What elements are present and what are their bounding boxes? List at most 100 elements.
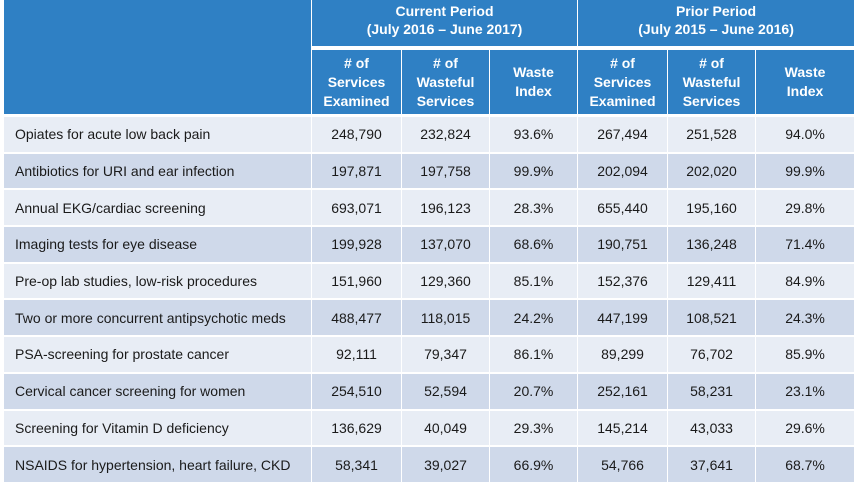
current-wasteful-services-cell: 137,070 xyxy=(402,225,490,262)
column-header-row: # of Services Examined # of Wasteful Services… xyxy=(4,48,855,114)
prior-wasteful-services-cell: 58,231 xyxy=(668,371,757,409)
current-wasteful-services-cell: 129,360 xyxy=(402,261,490,299)
prior-period-range: (July 2015 – June 2016) xyxy=(638,21,794,37)
column-header-line: # of xyxy=(610,54,635,71)
table-row: Antibiotics for URI and ear infection 197… xyxy=(4,151,855,189)
prior-wasteful-services-cell: 251,528 xyxy=(668,114,757,152)
prior-waste-index-cell: 29.8% xyxy=(756,188,855,226)
current-wasteful-services-cell: 79,347 xyxy=(402,335,490,372)
current-waste-index-cell: 93.6% xyxy=(490,114,579,152)
column-header-line: # of xyxy=(699,54,724,71)
current-services-examined-header: # of Services Examined xyxy=(312,48,402,114)
current-wasteful-services-header: # of Wasteful Services xyxy=(402,48,490,114)
column-header-line: Services xyxy=(682,92,741,109)
prior-services-examined-cell: 152,376 xyxy=(578,261,669,299)
prior-waste-index-cell: 68.7% xyxy=(756,445,855,482)
prior-services-examined-header: # of Services Examined xyxy=(578,48,669,114)
prior-period-header: Prior Period (July 2015 – June 2016) xyxy=(578,0,855,48)
prior-waste-index-header: Waste Index xyxy=(756,48,855,114)
current-waste-index-cell: 86.1% xyxy=(490,335,579,372)
prior-wasteful-services-cell: 129,411 xyxy=(668,261,757,299)
current-wasteful-services-cell: 40,049 xyxy=(402,408,490,446)
table-row: Annual EKG/cardiac screening 693,071 196,1… xyxy=(4,188,855,226)
column-header-line: Wasteful xyxy=(682,73,741,90)
prior-wasteful-services-cell: 202,020 xyxy=(668,151,757,189)
current-waste-index-cell: 20.7% xyxy=(490,371,579,409)
current-waste-index-cell: 99.9% xyxy=(490,151,579,189)
service-name-cell: Annual EKG/cardiac screening xyxy=(4,188,312,226)
current-period-range: (July 2016 – June 2017) xyxy=(366,21,523,37)
table-row: Opiates for acute low back pain 248,790 23… xyxy=(4,114,855,152)
column-header-line: Services xyxy=(593,73,652,90)
prior-waste-index-cell: 84.9% xyxy=(756,261,855,299)
service-name-cell: Two or more concurrent antipsychotic med… xyxy=(4,298,312,336)
table-row: Cervical cancer screening for women 254,5… xyxy=(4,371,855,409)
prior-waste-index-cell: 71.4% xyxy=(756,225,855,262)
current-waste-index-header: Waste Index xyxy=(490,48,579,114)
prior-services-examined-cell: 190,751 xyxy=(578,225,669,262)
column-header-line: Index xyxy=(786,83,824,99)
table-row: Pre-op lab studies, low-risk procedures 1… xyxy=(4,261,855,299)
column-header-line: Index xyxy=(515,83,552,99)
current-services-examined-cell: 136,629 xyxy=(312,408,402,446)
service-name-cell: Cervical cancer screening for women xyxy=(4,371,312,409)
current-wasteful-services-cell: 39,027 xyxy=(402,445,490,482)
prior-services-examined-cell: 267,494 xyxy=(578,114,669,152)
prior-services-examined-cell: 89,299 xyxy=(578,335,669,372)
current-period-title: Current Period xyxy=(395,3,494,19)
prior-services-examined-cell: 655,440 xyxy=(578,188,669,226)
prior-waste-index-cell: 94.0% xyxy=(756,114,855,152)
table-header: Current Period (July 2016 – June 2017) P… xyxy=(4,0,855,114)
prior-wasteful-services-cell: 108,521 xyxy=(668,298,757,336)
table-body: Opiates for acute low back pain 248,790 23… xyxy=(4,114,855,482)
current-wasteful-services-cell: 118,015 xyxy=(402,298,490,336)
service-name-cell: Opiates for acute low back pain xyxy=(4,114,312,152)
waste-index-table: Current Period (July 2016 – June 2017) P… xyxy=(4,0,855,482)
prior-waste-index-cell: 85.9% xyxy=(756,335,855,372)
current-wasteful-services-cell: 197,758 xyxy=(402,151,490,189)
current-waste-index-cell: 24.2% xyxy=(490,298,579,336)
current-waste-index-cell: 28.3% xyxy=(490,188,579,226)
prior-wasteful-services-cell: 76,702 xyxy=(668,335,757,372)
column-header-line: # of xyxy=(344,54,369,71)
service-name-cell: Screening for Vitamin D deficiency xyxy=(4,408,312,446)
current-services-examined-cell: 254,510 xyxy=(312,371,402,409)
table-row: NSAIDS for hypertension, heart failure, … xyxy=(4,445,855,482)
service-name-cell: Imaging tests for eye disease xyxy=(4,225,312,262)
current-wasteful-services-cell: 52,594 xyxy=(402,371,490,409)
current-services-examined-cell: 92,111 xyxy=(312,335,402,372)
prior-services-examined-cell: 447,199 xyxy=(578,298,669,336)
column-header-line: Examined xyxy=(589,92,656,109)
current-waste-index-cell: 66.9% xyxy=(490,445,579,482)
prior-wasteful-services-cell: 37,641 xyxy=(668,445,757,482)
column-header-line: Services xyxy=(327,73,386,90)
current-services-examined-cell: 151,960 xyxy=(312,261,402,299)
prior-services-examined-cell: 54,766 xyxy=(578,445,669,482)
prior-waste-index-cell: 24.3% xyxy=(756,298,855,336)
current-services-examined-cell: 197,871 xyxy=(312,151,402,189)
current-wasteful-services-cell: 232,824 xyxy=(402,114,490,152)
current-services-examined-cell: 199,928 xyxy=(312,225,402,262)
prior-wasteful-services-cell: 136,248 xyxy=(668,225,757,262)
current-services-examined-cell: 58,341 xyxy=(312,445,402,482)
current-wasteful-services-cell: 196,123 xyxy=(402,188,490,226)
prior-waste-index-cell: 29.6% xyxy=(756,408,855,446)
table-row: Screening for Vitamin D deficiency 136,62… xyxy=(4,408,855,446)
prior-period-title: Prior Period xyxy=(675,3,757,19)
current-services-examined-cell: 693,071 xyxy=(312,188,402,226)
current-waste-index-cell: 29.3% xyxy=(490,408,579,446)
prior-services-examined-cell: 202,094 xyxy=(578,151,669,189)
corner-header-cell xyxy=(4,0,312,114)
column-header-line: Waste xyxy=(513,64,554,80)
column-header-line: Services xyxy=(416,92,475,109)
current-waste-index-cell: 85.1% xyxy=(490,261,579,299)
prior-wasteful-services-cell: 43,033 xyxy=(668,408,757,446)
service-name-cell: PSA-screening for prostate cancer xyxy=(4,335,312,372)
prior-waste-index-cell: 23.1% xyxy=(756,371,855,409)
service-name-cell: NSAIDS for hypertension, heart failure, … xyxy=(4,445,312,482)
current-services-examined-cell: 248,790 xyxy=(312,114,402,152)
prior-wasteful-services-header: # of Wasteful Services xyxy=(668,48,757,114)
column-header-line: # of xyxy=(433,54,458,71)
service-name-cell: Antibiotics for URI and ear infection xyxy=(4,151,312,189)
column-header-line: Examined xyxy=(323,92,390,109)
